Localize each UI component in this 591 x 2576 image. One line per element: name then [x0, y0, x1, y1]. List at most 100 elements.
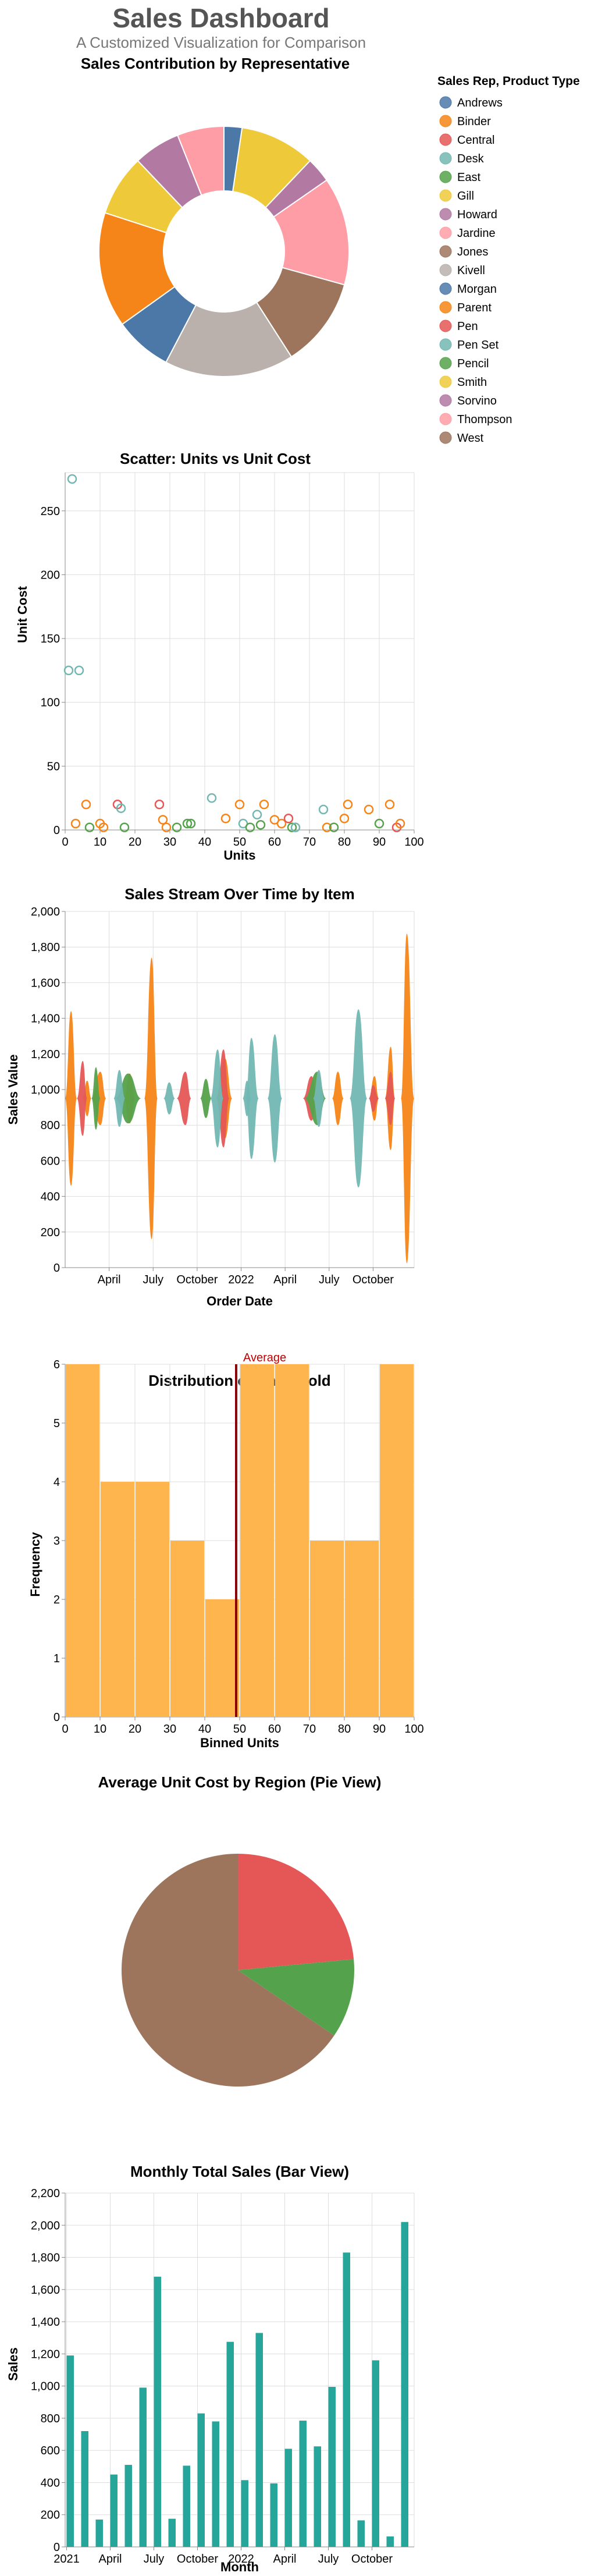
histogram-x-tick-label: 100	[404, 1723, 423, 1736]
scatter-point	[384, 799, 395, 810]
monthly-bar	[95, 2520, 103, 2547]
donut-chart: Sales Contribution by Representative Sal…	[81, 55, 580, 445]
histogram-bar	[310, 1541, 344, 1717]
monthly-bar	[372, 2360, 379, 2547]
histogram-bar	[170, 1541, 204, 1717]
legend-swatch	[439, 264, 452, 276]
scatter-point	[290, 822, 301, 832]
monthly-y-axis-title: Sales	[6, 2347, 20, 2381]
legend-label: East	[457, 171, 480, 184]
monthly-bar	[357, 2520, 365, 2547]
histogram-y-tick-label: 3	[54, 1535, 60, 1548]
monthly-x-tick-label: 2022	[228, 2553, 254, 2566]
legend-label: Morgan	[457, 283, 497, 296]
legend-label: Jardine	[457, 227, 496, 240]
legend-swatch	[439, 152, 452, 165]
stream-x-tick-label: 2022	[228, 1273, 254, 1286]
scatter-x-tick-label: 60	[268, 836, 281, 849]
monthly-bar	[154, 2276, 161, 2547]
scatter-x-tick-label: 0	[62, 836, 68, 849]
scatter-point	[84, 822, 95, 832]
scatter-x-tick-label: 50	[233, 836, 246, 849]
monthly-bar	[328, 2387, 336, 2547]
histogram-x-tick-label: 60	[268, 1723, 281, 1736]
scatter-point	[172, 822, 182, 832]
scatter-grid: 0 10 20 30 40 50 60 70 80 90 100 0 50 100 150 200 250	[41, 472, 424, 849]
histogram-x-tick-label: 30	[163, 1723, 176, 1736]
scatter-point	[207, 793, 217, 803]
stream-chart: Sales Stream Over Time by Item April July…	[6, 885, 415, 1308]
histogram-y-tick-label: 5	[54, 1417, 60, 1430]
dashboard-subtitle: A Customized Visualization for Compariso…	[76, 34, 366, 51]
scatter-y-tick-label: 150	[41, 633, 60, 645]
monthly-bar	[284, 2449, 292, 2547]
legend-swatch	[439, 171, 452, 183]
monthly-bar	[299, 2421, 307, 2547]
monthly-bar	[241, 2480, 248, 2547]
donut-slice-thompson	[176, 125, 225, 196]
monthly-y-tick-label: 1,000	[31, 2380, 60, 2393]
monthly-x-axis-title: Month	[220, 2560, 259, 2574]
histogram-y-axis-title: Frequency	[28, 1532, 42, 1597]
scatter-point	[287, 822, 297, 832]
histogram-bar	[345, 1541, 379, 1717]
stream-y-tick-label: 1,800	[31, 941, 60, 954]
monthly-y-tick-label: 800	[41, 2412, 60, 2425]
histogram-x-tick-label: 70	[303, 1723, 316, 1736]
legend-swatch	[439, 245, 452, 258]
legend-swatch	[439, 189, 452, 202]
legend-swatch	[439, 338, 452, 351]
legend-swatch	[439, 96, 452, 109]
legend-swatch	[439, 413, 452, 425]
legend-swatch	[439, 301, 452, 314]
monthly-y-tick-label: 1,200	[31, 2348, 60, 2361]
scatter-point	[364, 804, 374, 815]
stream-y-tick-label: 1,400	[31, 1013, 60, 1026]
scatter-point	[252, 810, 262, 819]
histogram-x-tick-label: 10	[94, 1723, 106, 1736]
monthly-x-tick-label: April	[98, 2553, 122, 2566]
region-pie-chart-title: Average Unit Cost by Region (Pie View)	[98, 1773, 382, 1791]
legend-label: Thompson	[457, 413, 512, 426]
scatter-point	[329, 822, 339, 832]
scatter-y-tick-label: 200	[41, 569, 60, 581]
monthly-x-tick-label: July	[318, 2553, 339, 2566]
stream-y-tick-label: 600	[41, 1155, 60, 1168]
stream-y-tick-label: 1,000	[31, 1084, 60, 1097]
monthly-bar	[212, 2421, 219, 2547]
scatter-point	[67, 474, 77, 484]
scatter-point	[182, 818, 193, 829]
legend: Andrews Binder Central Desk East Gill Howard Ja…	[439, 96, 512, 445]
scatter-point	[74, 665, 84, 676]
scatter-point	[234, 799, 245, 810]
scatter-point	[116, 803, 126, 813]
scatter-x-tick-label: 40	[198, 836, 211, 849]
monthly-x-tick-label: October	[177, 2553, 218, 2566]
histogram-bar	[275, 1364, 309, 1717]
monthly-y-tick-label: 600	[41, 2444, 60, 2457]
scatter-point	[343, 799, 353, 810]
scatter-x-tick-label: 10	[94, 836, 106, 849]
histogram-bar	[205, 1599, 239, 1717]
monthly-y-tick-label: 2,000	[31, 2219, 60, 2232]
legend-label: West	[457, 432, 484, 445]
stream-area-binder	[65, 934, 414, 1264]
histogram-y-tick-label: 6	[54, 1358, 60, 1371]
region-pie-slice-east	[238, 1959, 354, 2036]
region-pie-slices	[122, 1853, 354, 2087]
stream-x-axis-title: Order Date	[207, 1294, 273, 1308]
legend-swatch	[439, 208, 452, 221]
monthly-bar	[401, 2222, 408, 2547]
histogram-x-tick-label: 90	[373, 1723, 386, 1736]
stream-y-tick-label: 1,600	[31, 977, 60, 989]
dashboard-title: Sales Dashboard	[112, 3, 330, 33]
histogram-bar	[380, 1364, 414, 1717]
legend-swatch	[439, 282, 452, 295]
histogram-x-tick-label: 80	[338, 1723, 351, 1736]
region-pie-slice-west	[122, 1853, 334, 2087]
legend-label: Central	[457, 134, 494, 147]
average-label: Average	[243, 1351, 286, 1364]
donut-slices	[98, 125, 350, 377]
monthly-bar-chart: Monthly Total Sales (Bar View) 2021 April…	[6, 2163, 415, 2574]
monthly-bar	[314, 2446, 321, 2547]
